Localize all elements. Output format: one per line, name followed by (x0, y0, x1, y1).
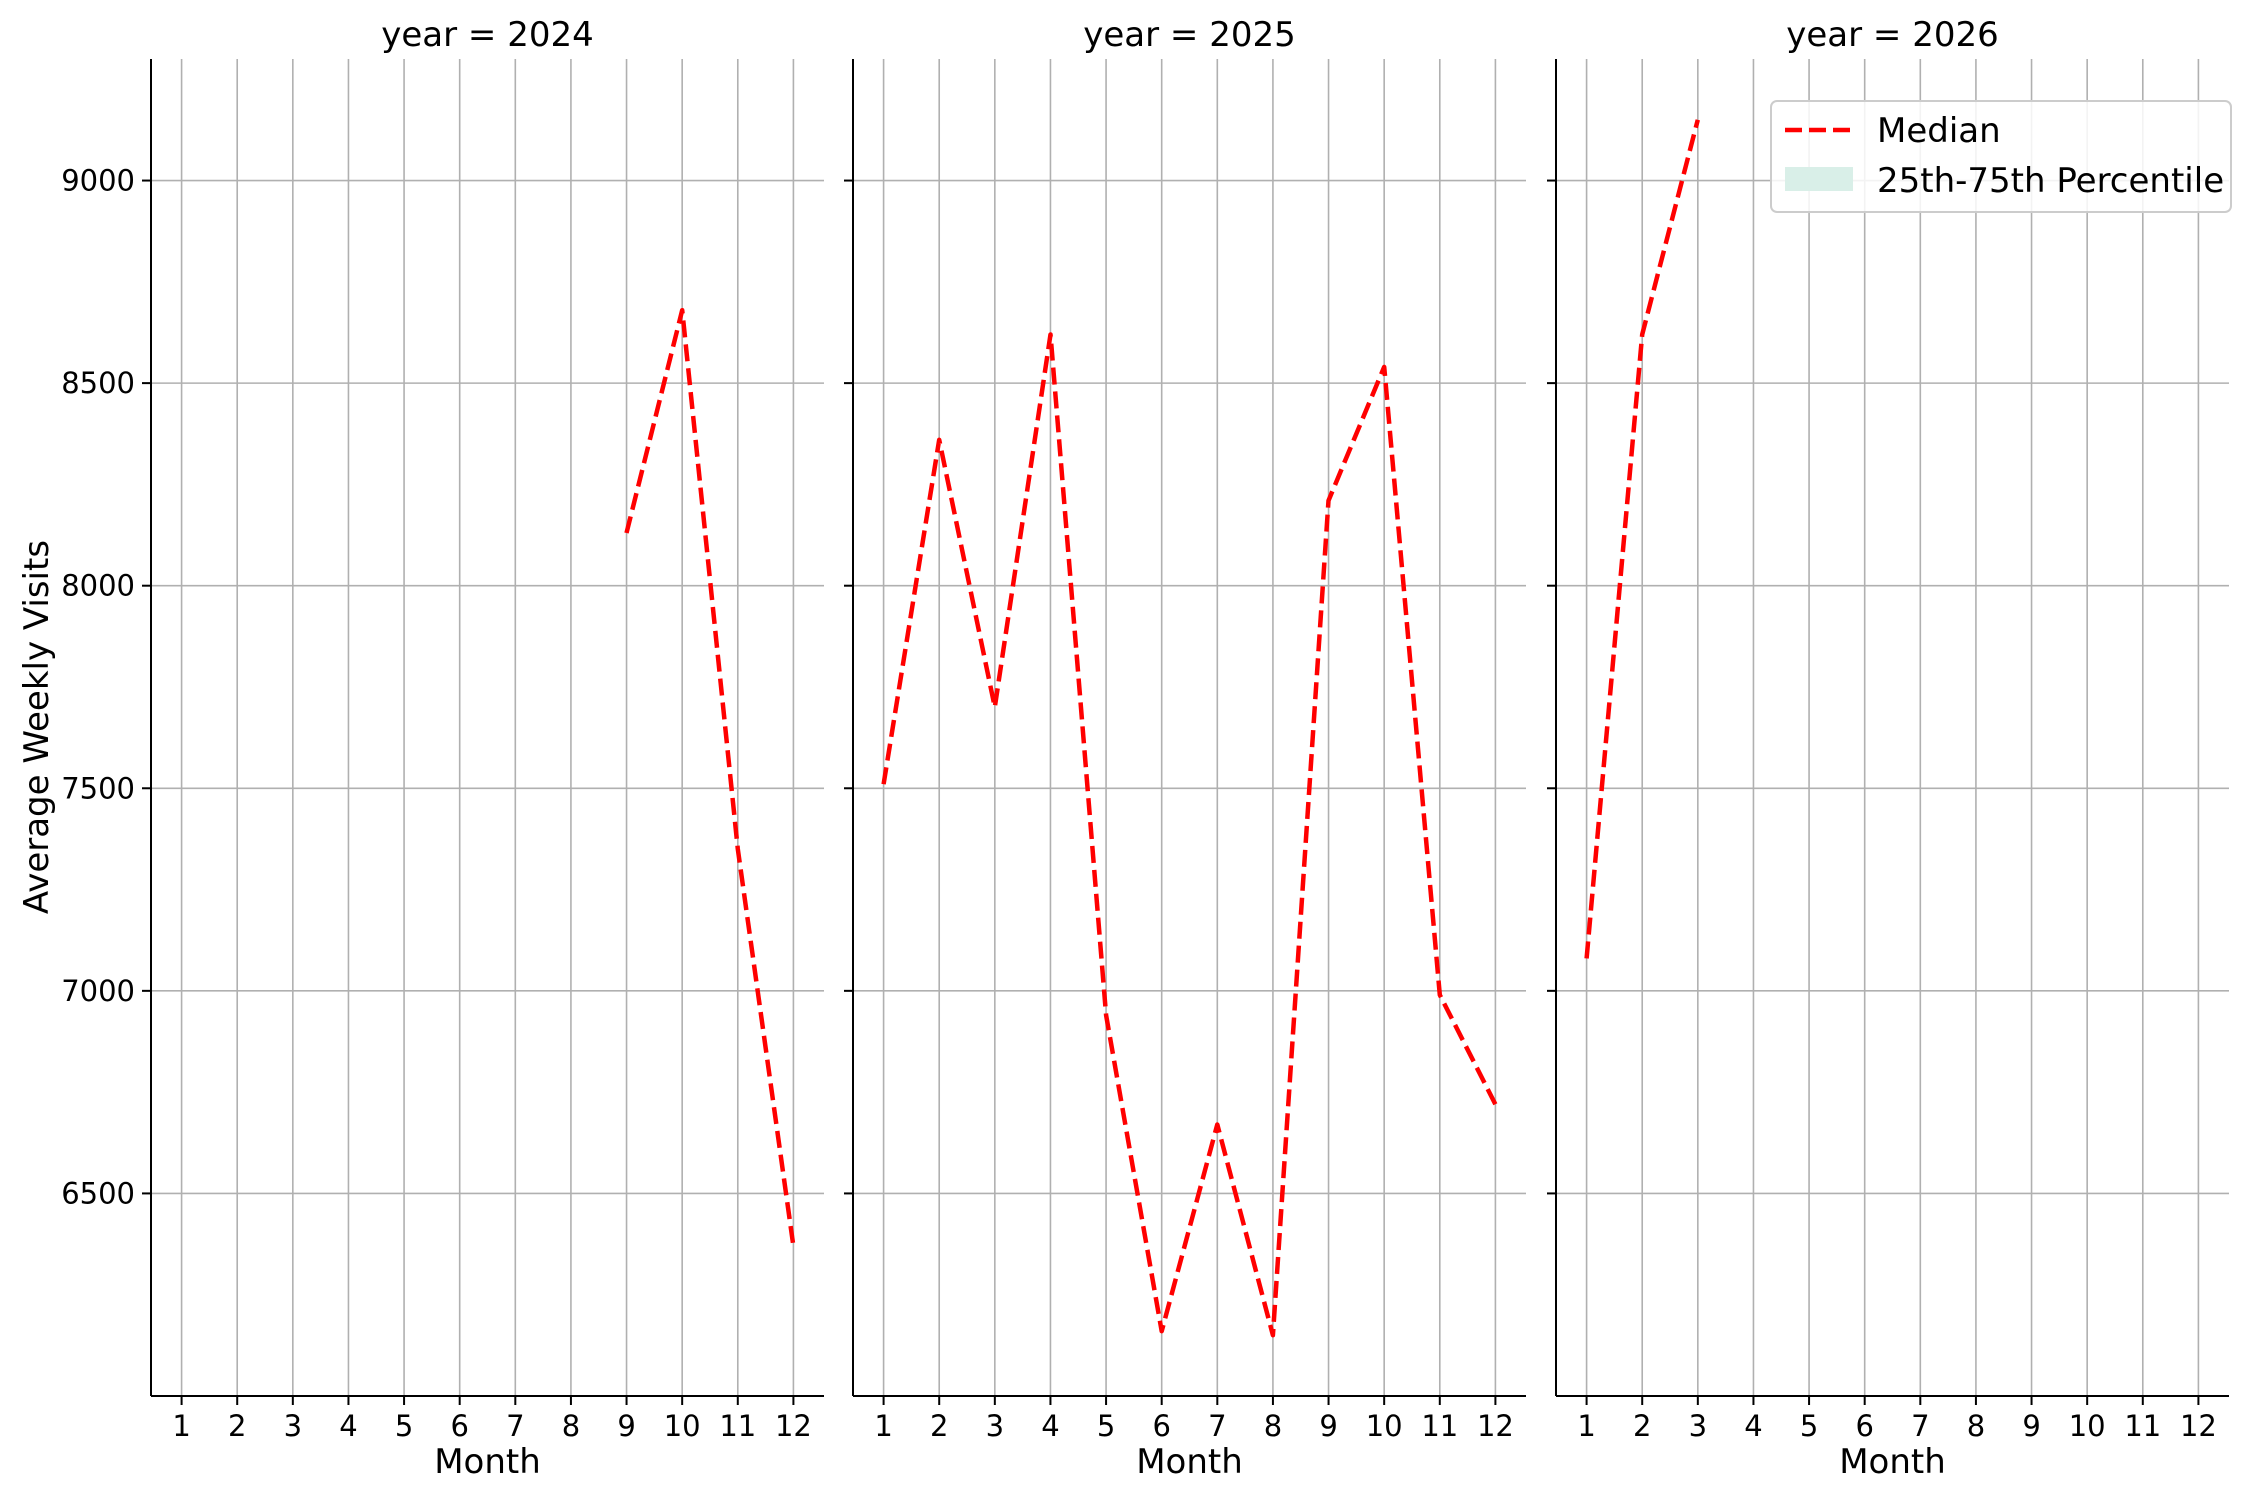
median-series-line (624, 307, 796, 1247)
x-tick-label: 11 (1421, 1409, 1458, 1443)
legend-median-label: Median (1877, 111, 2001, 151)
y-tick-label: 6500 (61, 1176, 135, 1210)
x-tick-label: 11 (2124, 1409, 2161, 1443)
x-tick-label: 10 (664, 1409, 701, 1443)
legend-percentile-swatch (1785, 167, 1853, 191)
y-tick-label: 8500 (61, 366, 135, 400)
x-tick-label: 12 (775, 1409, 812, 1443)
x-tick-label: 3 (986, 1409, 1004, 1443)
x-tick-label: 6 (450, 1409, 468, 1443)
x-tick-label: 4 (1744, 1409, 1762, 1443)
x-tick-label: 10 (2069, 1409, 2106, 1443)
x-tick-label: 5 (1097, 1409, 1115, 1443)
median-series-line (881, 332, 1498, 1338)
x-axis-label: Month (1839, 1442, 1946, 1482)
x-tick-label: 12 (2180, 1409, 2217, 1443)
x-axis-label: Month (434, 1442, 541, 1482)
x-axis-label: Month (1136, 1442, 1243, 1482)
x-tick-label: 8 (1264, 1409, 1282, 1443)
x-tick-label: 6 (1152, 1409, 1170, 1443)
x-tick-label: 4 (1041, 1409, 1059, 1443)
x-tick-label: 10 (1366, 1409, 1403, 1443)
facet-title: year = 2026 (1786, 15, 1998, 55)
x-tick-label: 2 (228, 1409, 246, 1443)
x-tick-label: 9 (617, 1409, 635, 1443)
x-tick-label: 3 (1689, 1409, 1707, 1443)
x-tick-label: 4 (339, 1409, 357, 1443)
x-tick-label: 2 (1633, 1409, 1651, 1443)
x-tick-label: 1 (1577, 1409, 1595, 1443)
x-tick-label: 9 (2022, 1409, 2040, 1443)
y-tick-label: 7500 (61, 771, 135, 805)
x-tick-label: 9 (1319, 1409, 1337, 1443)
x-tick-label: 12 (1477, 1409, 1514, 1443)
x-tick-label: 8 (1967, 1409, 1985, 1443)
x-tick-label: 5 (1800, 1409, 1818, 1443)
x-tick-label: 1 (874, 1409, 892, 1443)
x-tick-label: 7 (1208, 1409, 1226, 1443)
y-tick-label: 8000 (61, 569, 135, 603)
y-tick-label: 9000 (61, 164, 135, 198)
x-tick-label: 7 (1911, 1409, 1929, 1443)
median-series-line (1584, 119, 1700, 959)
y-axis-label: Average Weekly Visits (17, 540, 57, 914)
x-tick-label: 11 (719, 1409, 756, 1443)
x-tick-label: 5 (395, 1409, 413, 1443)
facet-title: year = 2025 (1083, 15, 1295, 55)
x-tick-label: 6 (1855, 1409, 1873, 1443)
x-tick-label: 3 (284, 1409, 302, 1443)
legend-box (1770, 100, 2232, 213)
x-tick-label: 8 (562, 1409, 580, 1443)
x-tick-label: 1 (172, 1409, 190, 1443)
y-tick-label: 7000 (61, 974, 135, 1008)
x-tick-label: 7 (506, 1409, 524, 1443)
x-tick-label: 2 (930, 1409, 948, 1443)
legend-percentile-label: 25th-75th Percentile (1877, 161, 2224, 201)
facet-title: year = 2024 (381, 15, 593, 55)
